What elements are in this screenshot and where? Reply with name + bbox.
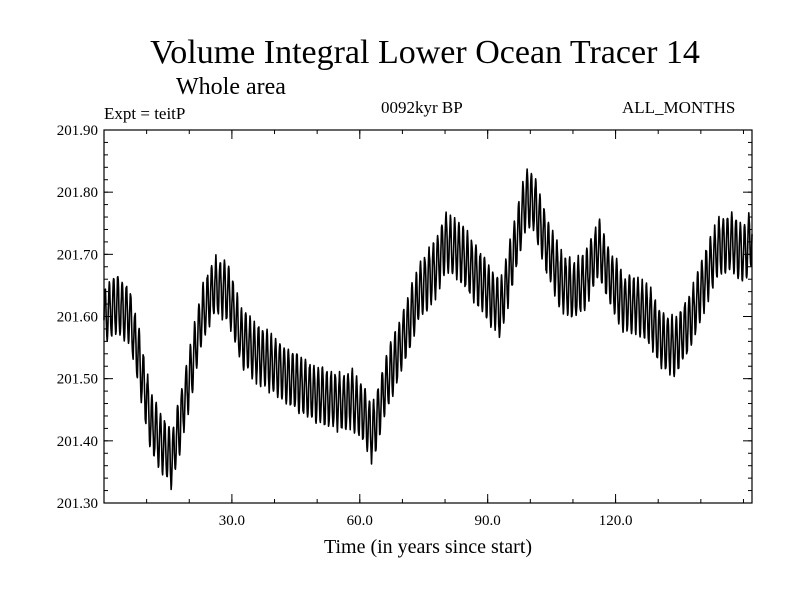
x-axis-label: Time (in years since start) xyxy=(324,536,532,558)
y-tick-label: 201.70 xyxy=(57,247,98,263)
y-tick-label: 201.80 xyxy=(57,185,98,201)
y-tick-label: 201.60 xyxy=(57,310,98,326)
experiment-label: Expt = teitP xyxy=(104,104,186,123)
y-tick-label: 201.30 xyxy=(57,496,98,512)
chart-title: Volume Integral Lower Ocean Tracer 14 xyxy=(150,34,700,71)
months-label: ALL_MONTHS xyxy=(622,98,736,117)
x-tick-label: 30.0 xyxy=(219,513,245,529)
x-tick-label: 90.0 xyxy=(475,513,501,529)
y-tick-label: 201.90 xyxy=(57,123,98,139)
period-label: 0092kyr BP xyxy=(381,98,463,117)
chart-subtitle: Whole area xyxy=(176,74,286,100)
y-tick-label: 201.40 xyxy=(57,434,98,450)
x-tick-label: 60.0 xyxy=(347,513,373,529)
x-tick-label: 120.0 xyxy=(599,513,633,529)
y-tick-label: 201.50 xyxy=(57,372,98,388)
series-line xyxy=(103,168,753,491)
